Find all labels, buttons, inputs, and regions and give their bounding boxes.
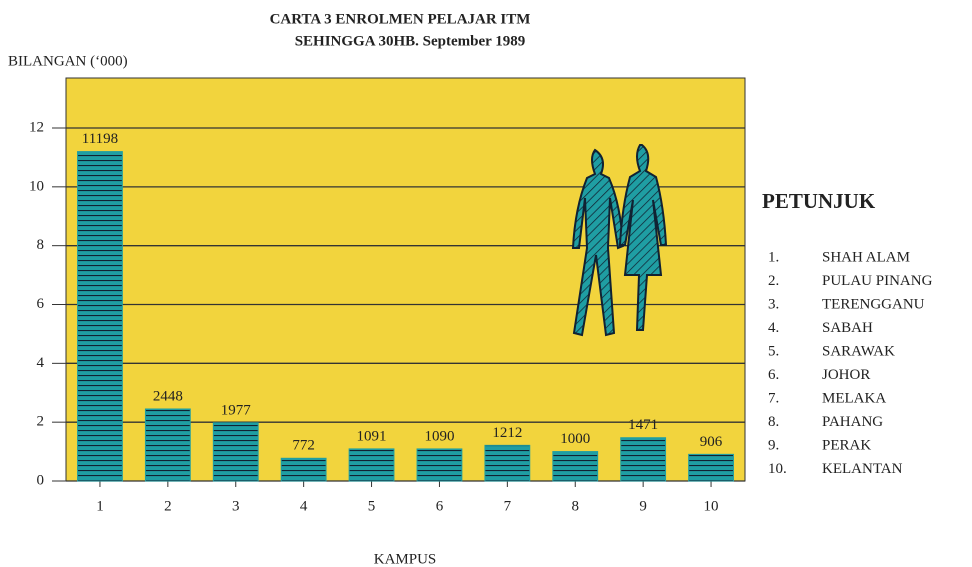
- value-label: 1471: [628, 417, 658, 433]
- legend-number: 9.: [768, 437, 779, 453]
- legend-number: 3.: [768, 296, 779, 312]
- bar: [281, 458, 326, 481]
- y-tick-label: 12: [29, 119, 44, 135]
- legend-number: 4.: [768, 320, 779, 336]
- bar: [213, 423, 258, 481]
- y-tick-label: 2: [37, 414, 45, 430]
- legend: 1. SHAH ALAM 2. PULAU PINANG 3. TERENGGANU 4. S…: [768, 249, 933, 477]
- legend-title: PETUNJUK: [762, 189, 876, 213]
- y-tick-label: 0: [37, 472, 45, 488]
- chart-title: CARTA 3 ENROLMEN PELAJAR ITM: [270, 11, 531, 27]
- x-tick-label: 5: [368, 498, 376, 514]
- x-axis-label: KAMPUS: [374, 551, 437, 567]
- x-tick-label: 2: [164, 498, 172, 514]
- x-tick-label: 9: [639, 498, 647, 514]
- x-tick-label: 10: [704, 498, 719, 514]
- y-tick-label: 4: [37, 355, 45, 371]
- legend-entry: PAHANG: [822, 414, 883, 430]
- bar: [621, 438, 666, 481]
- value-label: 1977: [221, 402, 252, 418]
- legend-entry: SHAH ALAM: [822, 249, 910, 265]
- legend-number: 10.: [768, 461, 787, 477]
- legend-entry: MELAKA: [822, 390, 886, 406]
- chart: CARTA 3 ENROLMEN PELAJAR ITM SEHINGGA 30…: [0, 0, 972, 567]
- legend-entry: KELANTAN: [822, 461, 903, 477]
- x-tick-label: 7: [504, 498, 512, 514]
- x-tick-label: 1: [96, 498, 104, 514]
- x-tick-label: 3: [232, 498, 240, 514]
- legend-number: 5.: [768, 343, 779, 359]
- legend-entry: PULAU PINANG: [822, 273, 933, 289]
- x-tick-label: 8: [572, 498, 580, 514]
- value-label: 2448: [153, 388, 183, 404]
- value-label: 772: [292, 438, 315, 454]
- value-label: 1000: [560, 431, 590, 447]
- y-axis-label: BILANGAN (‘000): [8, 53, 128, 69]
- chart-subtitle: SEHINGGA 30HB. September 1989: [295, 33, 526, 49]
- bar: [349, 449, 394, 481]
- legend-entry: SABAH: [822, 320, 873, 336]
- value-label: 1212: [492, 425, 522, 441]
- value-label: 1090: [424, 428, 454, 444]
- y-tick-label: 8: [37, 237, 45, 253]
- value-label: 1091: [357, 428, 387, 444]
- value-label: 11198: [82, 131, 118, 147]
- y-tick-label: 6: [37, 296, 45, 312]
- x-tick-label: 4: [300, 498, 308, 514]
- legend-number: 7.: [768, 390, 779, 406]
- bar: [417, 449, 462, 481]
- x-tick-label: 6: [436, 498, 444, 514]
- value-label: 906: [700, 434, 723, 450]
- bar: [485, 445, 530, 481]
- legend-number: 8.: [768, 414, 779, 430]
- legend-number: 1.: [768, 249, 779, 265]
- legend-number: 2.: [768, 273, 779, 289]
- legend-entry: SARAWAK: [822, 343, 895, 359]
- bar: [553, 452, 598, 481]
- y-tick-label: 10: [29, 178, 44, 194]
- legend-entry: PERAK: [822, 437, 871, 453]
- bar: [145, 409, 190, 481]
- legend-entry: JOHOR: [822, 367, 870, 383]
- legend-entry: TERENGGANU: [822, 296, 925, 312]
- bar: [689, 454, 734, 481]
- legend-number: 6.: [768, 367, 779, 383]
- bar: [78, 152, 123, 481]
